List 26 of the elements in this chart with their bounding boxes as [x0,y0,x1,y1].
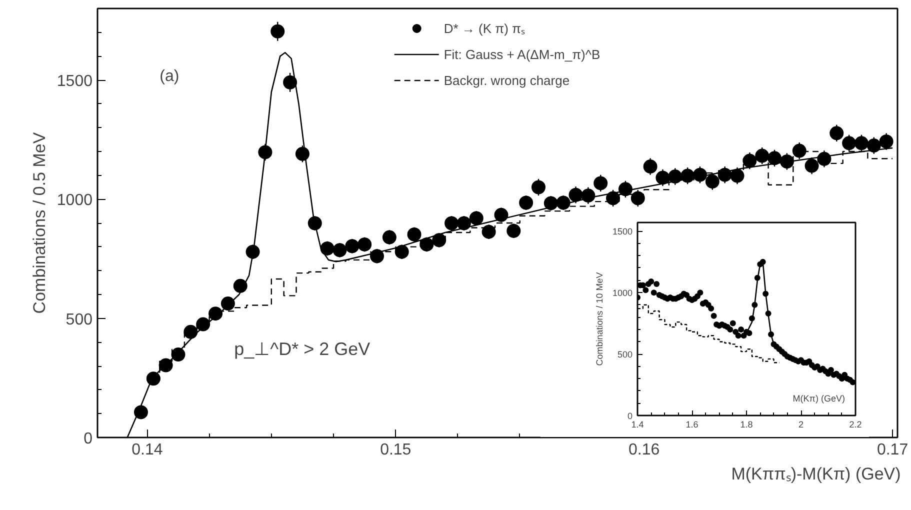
y-tick-label: 1000 [56,192,93,210]
legend-label: Backgr. wrong charge [444,72,570,88]
y-axis-title: Combinations / 10 MeV [594,272,604,366]
x-axis-title: M(Kππₛ)-M(Kπ) (GeV) [731,464,901,484]
y-axis-title: Combinations / 0.5 MeV [30,132,49,314]
annotation: p_⊥^D* > 2 GeV [234,338,370,359]
legend-label: D* → (K π) πₛ [444,20,526,37]
x-axis-title: M(Kπ) (GeV) [792,394,846,404]
y-tick-label: 0 [84,430,93,448]
y-tick-label: 1000 [612,288,633,298]
x-tick-label: 2 [798,420,804,430]
y-tick-label: 0 [627,411,633,421]
x-tick-label: 2.2 [849,420,862,430]
x-tick-label: 0.16 [628,442,660,458]
y-tick-label: 1500 [56,73,93,90]
y-tick-label: 500 [617,350,633,360]
y-tick-label: 500 [66,311,93,328]
x-tick-label: 0.15 [380,442,412,458]
x-tick-label: 0.17 [876,442,908,458]
x-tick-label: 1.8 [740,420,753,430]
x-tick-label: 1.4 [631,420,644,430]
x-tick-label: 1.6 [686,420,698,430]
annotation: (a) [160,68,180,85]
legend-label: Fit: Gauss + A(ΔM-m_π)^B [444,46,600,62]
x-tick-label: 0.14 [132,442,163,458]
y-tick-label: 1500 [612,226,633,237]
